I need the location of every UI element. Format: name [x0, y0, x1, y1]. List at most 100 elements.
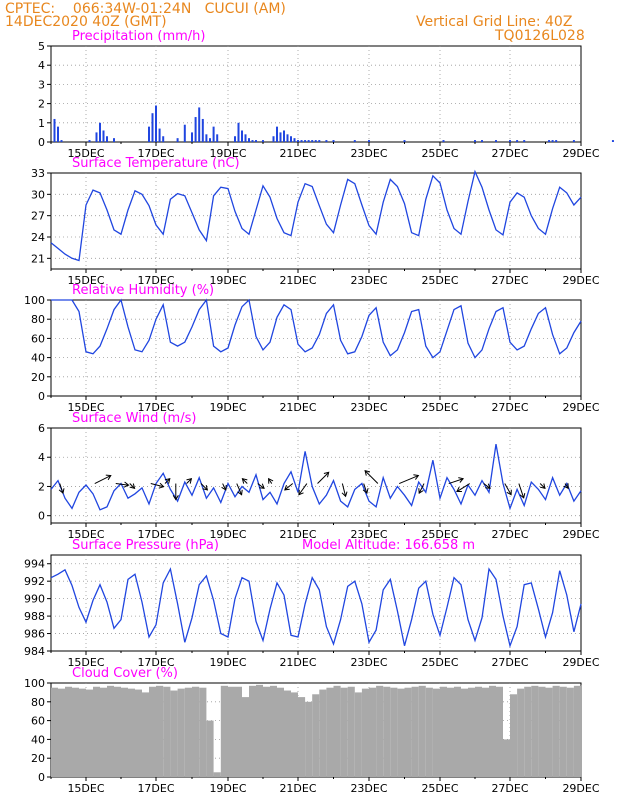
rh-xtick-label: 25DEC	[421, 401, 458, 414]
rh-ytick-label: 80	[31, 313, 45, 326]
wind-ytick-label: 6	[38, 422, 45, 435]
rh-ytick-label: 60	[31, 332, 45, 345]
wind-arrow-head	[362, 488, 369, 495]
precip-bar	[248, 138, 250, 142]
wind-arrow	[94, 475, 111, 484]
psfc-ytick-label: 984	[24, 645, 45, 658]
cloud-ytick-label: 40	[31, 733, 45, 746]
cloud-area-segment	[503, 739, 510, 777]
precip-bar	[255, 140, 257, 142]
precip-bar	[158, 128, 161, 142]
precip-bar	[148, 126, 150, 142]
rh-ytick-label: 20	[31, 371, 45, 384]
cloud-area-segment	[425, 687, 433, 777]
precip-xtick-label: 17DEC	[137, 147, 174, 160]
precip-xtick-label: 19DEC	[209, 147, 246, 160]
cloud-area-segment	[538, 686, 546, 777]
wind-arrow	[364, 470, 379, 484]
cloud-area-segment	[411, 686, 419, 777]
cloud-area-segment	[298, 697, 306, 777]
precip-bar	[551, 140, 554, 142]
cloud-area-segment	[65, 686, 72, 777]
cloud-area-segment	[354, 692, 362, 777]
wind-frame	[50, 427, 582, 524]
cloud-area-segment	[454, 686, 461, 777]
cloud-area-segment	[581, 684, 582, 777]
temp-xtick-label: 27DEC	[491, 274, 528, 287]
wind-arrow-head	[298, 489, 304, 496]
cloud-area-segment	[347, 686, 355, 777]
wind-arrow-head	[458, 477, 465, 483]
precip-bar	[290, 136, 292, 142]
precip-bar	[244, 134, 247, 142]
cloud-ytick-label: 100	[24, 677, 45, 690]
precip-bar	[332, 140, 335, 142]
wind-arrow	[59, 483, 64, 494]
precip-bar	[304, 140, 307, 142]
precip-bar	[53, 118, 56, 142]
wind-arrow	[150, 483, 164, 488]
precip-bar	[555, 140, 558, 142]
precip-bar	[495, 140, 497, 142]
cloud-area-segment	[107, 685, 114, 777]
cloud-xtick-label: 17DEC	[137, 782, 174, 795]
cloud-area-segment	[340, 687, 348, 777]
cloud-area-segment	[249, 685, 256, 777]
wind-arrow-head	[105, 474, 112, 481]
rh-xtick-label: 19DEC	[209, 401, 246, 414]
cloud-area-segment	[326, 687, 334, 777]
precip-bar	[279, 132, 282, 142]
rh-ytick-label: 40	[31, 352, 45, 365]
cloud-area-segment	[213, 772, 221, 777]
precip-bar	[297, 140, 299, 142]
precip-xtick-label: 27DEC	[491, 147, 528, 160]
wind-arrow-head	[284, 485, 290, 491]
precip-bar	[57, 126, 59, 142]
wind-xtick-label: 23DEC	[350, 528, 387, 541]
wind-arrow-head	[241, 478, 248, 484]
precip-bar	[99, 122, 101, 142]
wind-arrow	[418, 483, 425, 494]
rh-xtick-label: 21DEC	[279, 401, 316, 414]
wind-arrow	[539, 483, 546, 489]
code-label: TQ0126L028	[495, 28, 585, 44]
precip-ytick-label: 5	[38, 40, 45, 53]
psfc-ytick-label: 988	[24, 610, 45, 623]
temp-ytick-label: 24	[31, 231, 45, 244]
wind-arrow	[236, 483, 243, 495]
precip-bar	[300, 140, 303, 142]
wind-arrow-head	[364, 470, 371, 476]
cloud-xtick-label: 29DEC	[562, 782, 599, 795]
cloud-area-segment	[128, 688, 135, 777]
precip-bar	[60, 140, 63, 142]
wind-arrow	[257, 483, 265, 489]
cloud-area-segment	[545, 687, 553, 777]
wind-arrow	[298, 483, 308, 496]
precip-bar	[151, 113, 154, 142]
cloud-area-segment	[114, 686, 121, 777]
precip-bar	[176, 138, 179, 142]
cloud-area-segment	[482, 687, 489, 777]
precip-bar	[516, 140, 519, 142]
rh-title: Relative Humidity (%)	[72, 283, 214, 298]
cloud-area-segment	[79, 688, 86, 777]
temp-series	[50, 169, 582, 262]
precip-bar	[442, 140, 445, 142]
date-header: 14DEC2020 40Z (GMT)	[5, 14, 167, 30]
precip-xtick-label: 15DEC	[67, 147, 104, 160]
rh-ytick-label: 100	[24, 294, 45, 307]
wind-series	[50, 443, 582, 511]
psfc-xtick-label: 23DEC	[350, 656, 387, 669]
cloud-ytick-label: 20	[31, 752, 45, 765]
cloud-area-segment	[149, 686, 156, 777]
cloud-area-segment	[383, 686, 391, 777]
rh-xtick-label: 27DEC	[491, 401, 528, 414]
precip-xtick-label: 29DEC	[562, 147, 599, 160]
wind-arrow-head	[506, 489, 512, 496]
rh-xtick-label: 29DEC	[562, 401, 599, 414]
wind-arrow-head	[186, 478, 193, 484]
precip-bar	[209, 138, 211, 142]
wind-arrow	[363, 483, 368, 494]
cloud-area-segment	[177, 688, 185, 777]
wind-arrow-head	[58, 488, 65, 495]
